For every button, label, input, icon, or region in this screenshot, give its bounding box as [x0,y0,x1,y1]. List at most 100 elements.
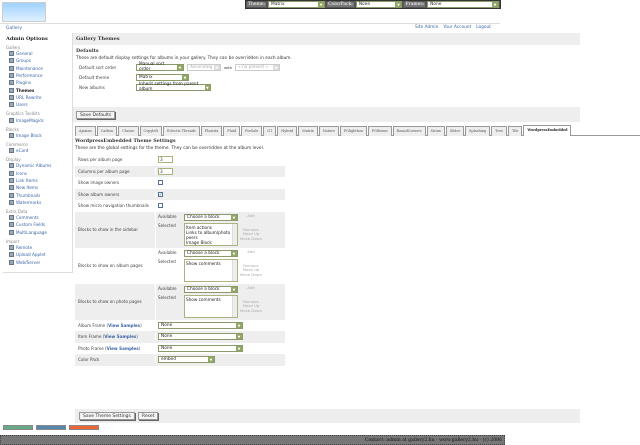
sidebar-item-image-block[interactable]: Image Block [6,132,69,139]
sidebar-item-thumbnails[interactable]: Thumbnails [6,191,69,198]
item-frame-view-samples-link[interactable]: View Samples [104,334,137,340]
presort-select[interactable]: « no presort » ▼ [235,63,281,71]
list-item[interactable]: Show comments [186,260,221,266]
list-item[interactable]: Image Block [186,239,212,245]
sidebar-item-users[interactable]: Users [6,101,69,108]
album-blocks-remove-button[interactable]: Remove [243,262,259,268]
tab-wordpressembedded[interactable]: WordpressEmbedded [523,125,572,136]
colorpack-select[interactable]: None ▼ [355,1,403,8]
sidebar-item-watermarks[interactable]: Watermarks [6,199,69,206]
sidebar-item-icons[interactable]: Icons [6,170,69,177]
sidebar-blocks-move-down-button[interactable]: Move Down [239,235,263,241]
list-item[interactable]: Show comments [186,296,221,302]
your-account-link[interactable]: Your Account [443,25,472,30]
sidebar-item-multilanguage[interactable]: MultiLanguage [6,229,69,236]
sidebar-item-ecard[interactable]: eCard [6,147,69,154]
image-owners-checkbox[interactable] [158,180,163,186]
save-theme-settings-button[interactable]: Save Theme Settings [79,412,135,420]
album-blocks-add-button[interactable]: Add [247,248,255,254]
tab-pglightbox[interactable]: PGlightbox [339,126,367,136]
album-blocks-move-up-button[interactable]: Move Up [242,267,260,272]
photo-blocks-available-select[interactable]: Choose a block ▼ [184,285,238,293]
list-item[interactable]: Item actions [186,224,212,230]
list-item[interactable]: Links to album/photo peers [186,229,231,240]
sidebar-item-groups[interactable]: Groups [6,57,69,64]
tab-classic[interactable]: Classic [118,126,139,136]
tab-roundcorners[interactable]: RoundCorners [392,126,426,136]
default-theme-select[interactable]: Matrix ▼ [136,73,189,81]
reset-button[interactable]: Reset [137,412,159,420]
badge-icon[interactable] [3,425,33,430]
album-blocks-move-down-button[interactable]: Move Down [239,271,263,277]
tab-ajaxian[interactable]: Ajaxian [75,126,96,136]
badge-icon[interactable] [69,425,99,430]
sidebar-item-custom-fields[interactable]: Custom Fields [6,221,69,228]
photo-frame-select[interactable]: None ▼ [158,344,243,352]
frames-select[interactable]: None ▼ [427,1,499,8]
sidebar-item-new-items[interactable]: New Items [6,184,69,191]
columns-input[interactable]: 3 [158,167,173,175]
rows-input[interactable]: 3 [158,156,173,164]
sidebar-blocks-selected-list[interactable]: Item actions Links to album/photo peers Im… [184,222,238,246]
album-owners-checkbox[interactable]: ✔ [158,191,163,197]
tab-slider[interactable]: Slider [445,126,465,136]
tab-nature[interactable]: Nature [318,126,339,136]
save-defaults-button[interactable]: Save Defaults [76,111,116,119]
sidebar-item-maintenance[interactable]: Maintenance [6,65,69,72]
sidebar-item-comments[interactable]: Comments [6,214,69,221]
photo-blocks-remove-button[interactable]: Remove [243,298,259,304]
photo-frame-view-samples-link[interactable]: View Samples [106,345,139,351]
photo-blocks-move-down-button[interactable]: Move Down [239,307,263,313]
tab-tree[interactable]: Tree [491,126,507,136]
micro-nav-label: Show micro navigation thumbnails [78,203,149,209]
multilanguage-icon [9,229,14,235]
sidebar-item-general[interactable]: General [6,50,69,57]
sidebar-item-dynamic-albums[interactable]: Dynamic Albums [6,162,69,169]
micro-nav-checkbox[interactable] [158,203,163,209]
album-blocks-available-select[interactable]: Choose a block ▼ [184,249,238,257]
tab-fluid[interactable]: Fluid [223,126,241,136]
sidebar-item-plugins[interactable]: Plugins [6,79,69,86]
sidebar-blocks-available-select[interactable]: Choose a block ▼ [184,213,238,221]
item-frame-select[interactable]: None ▼ [158,333,243,341]
logout-link[interactable]: Logout [476,25,491,30]
sidebar-item-upload-applet[interactable]: Upload Applet [6,251,69,258]
photo-blocks-add-button[interactable]: Add [247,284,255,290]
sort-order-select[interactable]: Manual sort order ▼ [136,62,184,72]
sidebar-blocks-remove-button[interactable]: Remove [243,226,259,232]
site-admin-link[interactable]: Site Admin [415,25,439,30]
sidebar-item-themes[interactable]: Themes [6,86,69,93]
sidebar-item-url-rewrite[interactable]: URL Rewrite [6,94,69,101]
sidebar-item-link-items[interactable]: Link Items [6,177,69,184]
tab-splashing[interactable]: Splashing [465,126,491,136]
sort-direction-select[interactable]: Ascending ▼ [187,63,221,71]
tab-carbon[interactable]: Carbon [96,126,118,136]
tab-tile[interactable]: Tile [507,126,523,136]
tab-eclectic-threads[interactable]: Eclectic Threads [162,126,200,136]
sidebar-item-remote[interactable]: Remote [6,244,69,251]
sidebar-item-imagemagick[interactable]: ImageMagick [6,116,69,123]
album-frame-view-samples-link[interactable]: View Samples [108,322,141,328]
album-blocks-selected-list[interactable]: Show comments [184,258,238,282]
tab-hybrid[interactable]: Hybrid [277,126,298,136]
tab-floatrix[interactable]: Floatrix [200,126,223,136]
breadcrumb-gallery[interactable]: Gallery [6,26,23,31]
sidebar-item-web-server[interactable]: Web/Server [6,259,69,266]
tab-g1[interactable]: G1 [263,126,277,136]
tab-siriux[interactable]: Siriux [426,126,445,136]
gallery-logo[interactable] [2,2,46,22]
photo-blocks-selected-list[interactable]: Show comments [184,294,238,318]
tab-pgtheme[interactable]: PGtheme [367,126,392,136]
tab-matrix[interactable]: Matrix [298,126,318,136]
theme-select[interactable]: Matrix ▼ [268,1,326,8]
color-pack-select[interactable]: embed ▼ [158,356,215,364]
album-frame-select[interactable]: None ▼ [158,321,243,329]
tab-forsale[interactable]: ForSale [241,126,263,136]
photo-blocks-move-up-button[interactable]: Move Up [242,303,260,308]
badge-icon[interactable] [36,425,66,430]
sidebar-blocks-add-button[interactable]: Add [247,212,255,218]
tab-copyleft[interactable]: Copyleft [139,126,162,136]
new-albums-select[interactable]: Inherit settings from parent album ▼ [136,82,211,92]
sidebar-blocks-move-up-button[interactable]: Move Up [242,231,260,236]
sidebar-item-performance[interactable]: Performance [6,72,69,79]
